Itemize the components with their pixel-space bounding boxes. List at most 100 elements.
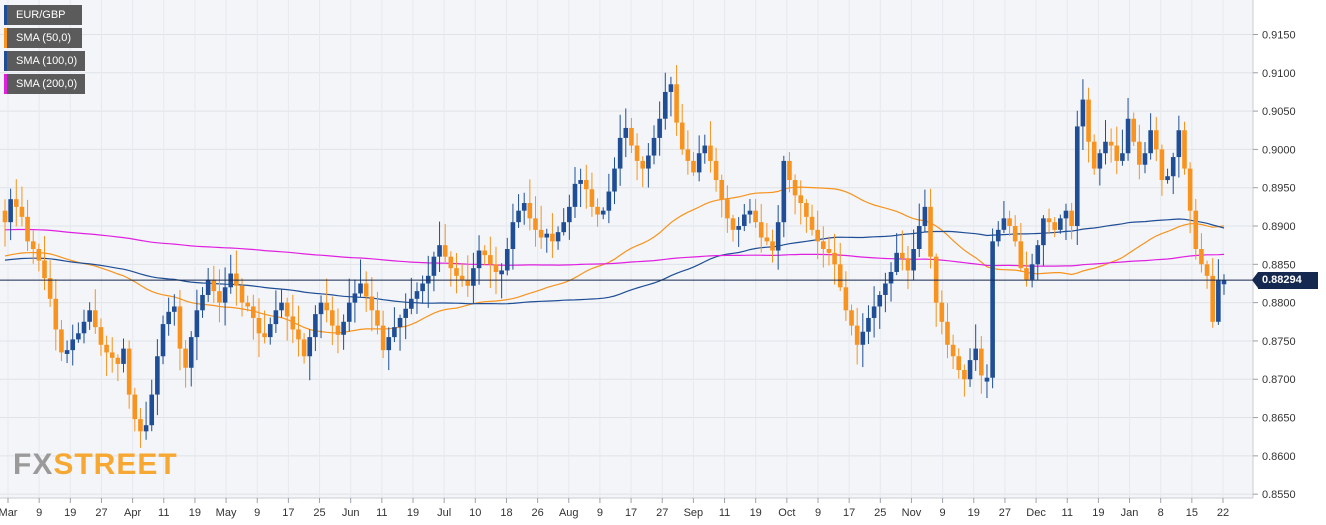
candle-body xyxy=(177,306,183,349)
candle-body xyxy=(476,250,482,269)
candle-body xyxy=(499,270,504,275)
candle-body xyxy=(92,310,98,328)
candle-body xyxy=(696,153,702,173)
candle-body xyxy=(504,249,510,271)
x-tick-label: 17 xyxy=(625,507,637,519)
x-tick-label: 11 xyxy=(1062,507,1073,519)
candle-body xyxy=(1216,279,1221,322)
y-tick-label: 0.8550 xyxy=(1262,489,1296,501)
candle-body xyxy=(318,302,324,315)
current-price-label: 0.88294 xyxy=(1262,274,1302,287)
candle-body xyxy=(629,127,634,146)
candle-body xyxy=(36,249,42,261)
candle-body xyxy=(448,256,454,269)
candle-body xyxy=(262,333,267,338)
candle-body xyxy=(567,206,572,223)
legend-item-sma100[interactable]: SMA (100,0) xyxy=(4,51,86,71)
candle-body xyxy=(290,316,296,330)
candle-body xyxy=(217,291,222,303)
x-tick-label: 17 xyxy=(282,507,294,519)
candle-body xyxy=(375,310,380,326)
candle-body xyxy=(47,278,53,299)
candle-body xyxy=(1108,141,1114,146)
candle-body xyxy=(787,160,792,181)
candle-body xyxy=(1210,275,1216,322)
x-tick-label: 9 xyxy=(597,507,603,519)
candle-body xyxy=(781,160,787,223)
x-tick-label: 19 xyxy=(1092,507,1104,519)
candle-body xyxy=(1131,118,1137,142)
candle-body xyxy=(279,302,284,311)
candle-body xyxy=(1012,226,1018,242)
y-tick-label: 0.9050 xyxy=(1262,106,1296,118)
candle-body xyxy=(572,183,578,207)
x-tick-label: 9 xyxy=(940,507,946,519)
candle-body xyxy=(995,229,1001,242)
candle-body xyxy=(397,317,403,328)
candle-body xyxy=(493,264,499,272)
candle-body xyxy=(956,356,962,371)
x-tick-label: 27 xyxy=(999,507,1011,519)
y-axis: 0.9150 0.9100 0.9050 0.9000 0.8950 0.8900 0.88… xyxy=(1253,29,1296,501)
candle-body xyxy=(251,306,256,318)
candle-body xyxy=(1120,153,1125,161)
candle-body xyxy=(719,180,725,200)
candle-body xyxy=(798,195,804,204)
x-tick-label: 25 xyxy=(313,507,325,519)
legend-swatch-sma200 xyxy=(4,74,7,94)
candle-body xyxy=(1182,130,1187,169)
x-tick-label: 22 xyxy=(1217,507,1229,519)
candle-body xyxy=(386,337,392,351)
candle-body xyxy=(668,84,674,92)
candle-body xyxy=(392,327,397,338)
candle-body xyxy=(420,283,425,292)
candle-body xyxy=(30,241,36,249)
candle-body xyxy=(775,222,781,251)
x-tick-label: 11 xyxy=(376,507,387,519)
candle-body xyxy=(1176,130,1182,158)
candle-body xyxy=(132,394,138,420)
candle-body xyxy=(950,344,956,357)
candle-body xyxy=(482,250,487,256)
candle-body xyxy=(76,333,81,340)
candle-body xyxy=(341,321,346,335)
x-tick-label: Dec xyxy=(1026,507,1046,519)
x-tick-label: 19 xyxy=(407,507,419,519)
legend-item-sma50[interactable]: SMA (50,0) xyxy=(4,28,82,48)
candle-body xyxy=(758,222,764,238)
candle-body xyxy=(883,283,888,295)
legend-item-eurgbp[interactable]: EUR/GBP xyxy=(4,5,82,25)
candle-body xyxy=(1007,218,1012,227)
candle-body xyxy=(211,279,217,292)
candle-body xyxy=(736,226,741,230)
candle-body xyxy=(792,180,798,196)
candle-body xyxy=(160,324,166,357)
candle-body xyxy=(815,229,820,242)
legend-item-sma200[interactable]: SMA (200,0) xyxy=(4,74,86,94)
x-tick-label: 9 xyxy=(815,507,821,519)
candle-body xyxy=(877,294,883,307)
candle-body xyxy=(1041,218,1046,246)
candle-body xyxy=(81,321,87,334)
y-tick-label: 0.8850 xyxy=(1262,259,1296,271)
candle-body xyxy=(273,310,279,325)
candle-body xyxy=(188,337,194,368)
candle-body xyxy=(651,137,657,156)
candle-body xyxy=(1204,264,1210,276)
candle-body xyxy=(555,232,561,242)
x-tick-label: 25 xyxy=(874,507,886,519)
candle-body xyxy=(1063,210,1069,219)
candle-body xyxy=(172,306,177,312)
legend-swatch-eurgbp xyxy=(4,5,7,25)
candle-body xyxy=(1170,157,1176,177)
candle-body xyxy=(13,199,19,207)
candle-body xyxy=(725,199,730,219)
candle-body xyxy=(459,275,465,280)
x-tick-label: 26 xyxy=(531,507,543,519)
candle-body xyxy=(888,271,894,284)
candle-body xyxy=(860,331,866,345)
candle-body xyxy=(730,218,736,230)
current-price-badge: 0.88294 xyxy=(1252,271,1318,289)
candle-body xyxy=(431,256,437,276)
